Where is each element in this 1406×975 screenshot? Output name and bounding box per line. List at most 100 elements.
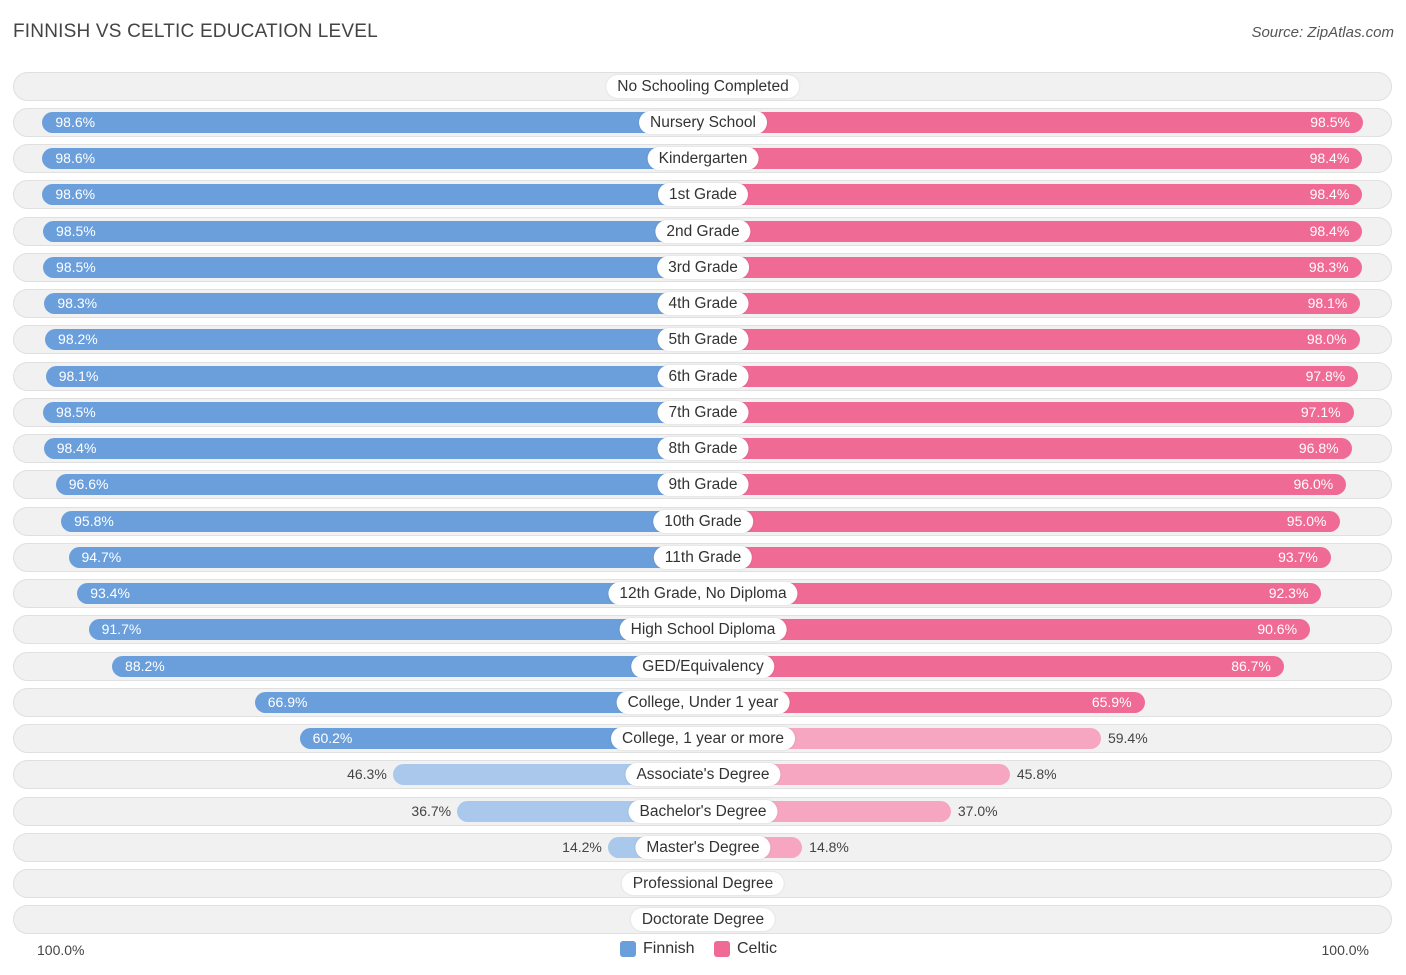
category-label: No Schooling Completed bbox=[606, 74, 800, 98]
value-label-celtic: 93.7% bbox=[1278, 548, 1318, 565]
bar-finnish[interactable] bbox=[42, 111, 703, 133]
value-label-finnish: 98.5% bbox=[56, 258, 96, 275]
value-label-finnish: 98.3% bbox=[57, 295, 98, 311]
legend-swatch-celtic bbox=[714, 941, 730, 957]
value-label-finnish: 96.6% bbox=[68, 476, 109, 493]
category-label: 10th Grade bbox=[653, 509, 753, 533]
value-label-celtic: 95.0% bbox=[1286, 512, 1327, 529]
category-label: 5th Grade bbox=[657, 328, 749, 352]
value-label-celtic: 98.1% bbox=[1307, 295, 1348, 311]
category-label: 11th Grade bbox=[653, 545, 753, 569]
value-label-celtic: 37.0% bbox=[957, 802, 998, 819]
value-label-finnish: 88.2% bbox=[125, 657, 165, 674]
bar-finnish[interactable] bbox=[44, 293, 703, 314]
category-label: 9th Grade bbox=[657, 473, 749, 497]
legend-item-finnish[interactable]: Finnish bbox=[620, 940, 695, 958]
bar-finnish[interactable] bbox=[254, 691, 703, 713]
bar-celtic[interactable] bbox=[703, 546, 1331, 568]
category-label: Kindergarten bbox=[647, 147, 759, 170]
bar-celtic[interactable] bbox=[703, 329, 1360, 351]
category-label: 8th Grade bbox=[657, 437, 749, 460]
bar-finnish[interactable] bbox=[42, 148, 703, 169]
legend-label-finnish: Finnish bbox=[643, 940, 695, 957]
bar-celtic[interactable] bbox=[703, 474, 1347, 496]
value-label-celtic: 14.8% bbox=[809, 838, 849, 855]
bar-finnish[interactable] bbox=[299, 728, 703, 749]
bar-celtic[interactable] bbox=[703, 438, 1352, 459]
value-label-finnish: 94.7% bbox=[81, 548, 122, 565]
value-label-celtic: 98.4% bbox=[1309, 222, 1350, 239]
bar-finnish[interactable] bbox=[112, 655, 703, 677]
bar-celtic[interactable] bbox=[703, 184, 1363, 206]
value-label-finnish: 98.2% bbox=[58, 331, 98, 348]
bar-finnish[interactable] bbox=[77, 583, 703, 604]
value-label-celtic: 59.4% bbox=[1107, 730, 1148, 746]
value-label-celtic: 92.3% bbox=[1268, 585, 1309, 601]
value-label-finnish: 46.3% bbox=[347, 766, 387, 783]
value-label-finnish: 98.4% bbox=[56, 440, 97, 456]
value-label-celtic: 97.1% bbox=[1300, 403, 1341, 420]
bar-celtic[interactable] bbox=[703, 256, 1362, 278]
bar-celtic[interactable] bbox=[703, 655, 1284, 677]
value-label-finnish: 91.7% bbox=[101, 621, 142, 638]
bar-finnish[interactable] bbox=[88, 619, 703, 641]
value-label-celtic: 98.4% bbox=[1309, 150, 1350, 166]
bar-celtic[interactable] bbox=[703, 111, 1363, 133]
bar-finnish[interactable] bbox=[42, 184, 703, 206]
value-label-celtic: 45.8% bbox=[1016, 766, 1057, 783]
value-label-celtic: 98.5% bbox=[1310, 113, 1350, 130]
value-label-celtic: 65.9% bbox=[1091, 693, 1132, 710]
category-label: 1st Grade bbox=[657, 183, 749, 207]
value-label-finnish: 98.6% bbox=[55, 186, 96, 203]
legend: Finnish Celtic bbox=[0, 940, 1406, 962]
bar-finnish[interactable] bbox=[45, 329, 703, 351]
value-label-finnish: 98.1% bbox=[58, 367, 99, 384]
bar-celtic[interactable] bbox=[703, 619, 1311, 641]
bar-finnish[interactable] bbox=[61, 510, 703, 532]
legend-item-celtic[interactable]: Celtic bbox=[714, 940, 777, 958]
bar-finnish[interactable] bbox=[392, 764, 703, 786]
category-label: College, 1 year or more bbox=[611, 727, 795, 750]
category-label: Professional Degree bbox=[621, 872, 785, 895]
legend-label-celtic: Celtic bbox=[737, 940, 778, 957]
value-label-finnish: 98.5% bbox=[56, 403, 96, 420]
value-label-finnish: 95.8% bbox=[74, 512, 114, 529]
category-label: 3rd Grade bbox=[657, 255, 749, 279]
legend-swatch-finnish bbox=[620, 941, 636, 957]
bar-celtic[interactable] bbox=[703, 764, 1010, 786]
bar-finnish[interactable] bbox=[55, 474, 703, 496]
category-label: Nursery School bbox=[639, 110, 767, 134]
value-label-finnish: 98.6% bbox=[55, 150, 96, 166]
axis-right-label: 100.0% bbox=[1321, 942, 1369, 958]
value-label-celtic: 97.8% bbox=[1305, 367, 1346, 384]
bar-celtic[interactable] bbox=[703, 510, 1340, 532]
axis-left-label: 100.0% bbox=[37, 942, 85, 958]
bar-celtic[interactable] bbox=[703, 401, 1354, 423]
bar-finnish[interactable] bbox=[68, 546, 703, 568]
bar-celtic[interactable] bbox=[703, 691, 1145, 713]
bar-celtic[interactable] bbox=[703, 293, 1361, 314]
source-label: Source: ZipAtlas.com bbox=[1251, 24, 1394, 41]
bar-celtic[interactable] bbox=[703, 728, 1101, 749]
chart-title: FINNISH VS CELTIC EDUCATION LEVEL bbox=[13, 21, 378, 42]
bar-celtic[interactable] bbox=[703, 148, 1363, 169]
bar-finnish[interactable] bbox=[43, 256, 703, 278]
category-label: 12th Grade, No Diploma bbox=[608, 582, 798, 605]
bar-finnish[interactable] bbox=[43, 401, 703, 423]
value-label-celtic: 96.0% bbox=[1293, 476, 1334, 493]
bar-finnish[interactable] bbox=[43, 220, 703, 242]
bar-finnish[interactable] bbox=[43, 438, 703, 459]
category-label: High School Diploma bbox=[619, 618, 787, 642]
category-label: 4th Grade bbox=[657, 292, 749, 315]
value-label-celtic: 86.7% bbox=[1231, 657, 1271, 674]
bar-celtic[interactable] bbox=[703, 220, 1363, 242]
category-label: College, Under 1 year bbox=[616, 690, 790, 714]
value-label-celtic: 96.8% bbox=[1298, 440, 1339, 456]
bar-celtic[interactable] bbox=[703, 365, 1359, 387]
bar-finnish[interactable] bbox=[45, 365, 703, 387]
category-label: Bachelor's Degree bbox=[628, 799, 778, 823]
value-label-celtic: 98.3% bbox=[1308, 258, 1349, 275]
bar-celtic[interactable] bbox=[703, 583, 1322, 604]
category-label: GED/Equivalency bbox=[631, 654, 775, 678]
category-label: Master's Degree bbox=[635, 835, 771, 859]
